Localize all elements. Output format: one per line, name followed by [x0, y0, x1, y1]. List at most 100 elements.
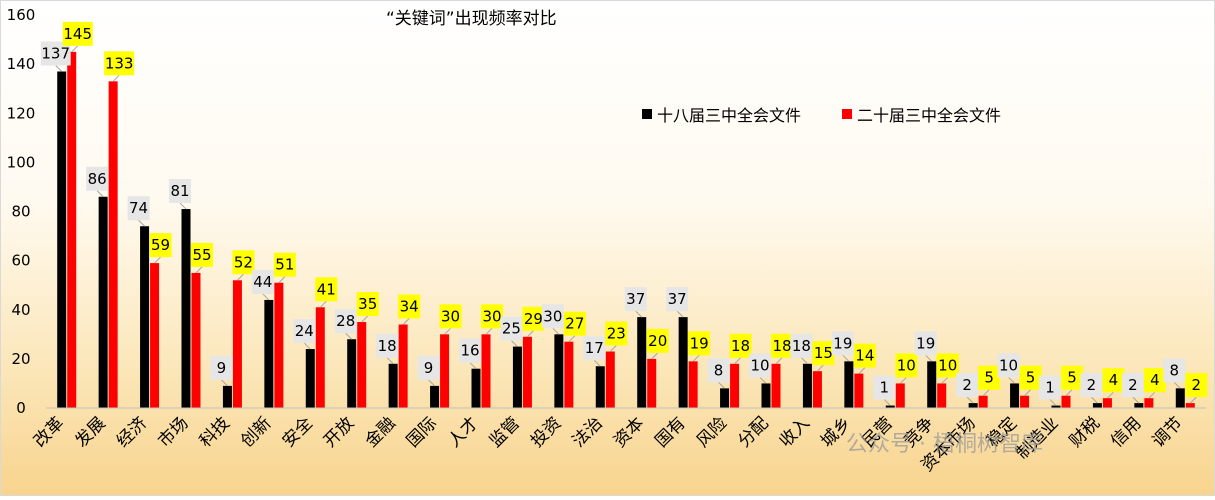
- data-label-series-1: 8: [1170, 361, 1180, 379]
- data-label-box: [273, 252, 296, 277]
- data-label-box: [232, 250, 255, 275]
- bar-series-2: [812, 371, 822, 408]
- bar-series-2: [1185, 403, 1195, 408]
- bar-series-1: [1134, 403, 1144, 408]
- bar-series-2: [895, 383, 905, 408]
- x-category-label: 监管: [486, 413, 524, 451]
- data-label-series-1: 18: [792, 337, 811, 355]
- data-label-series-2: 29: [524, 310, 543, 328]
- data-label-series-1: 86: [88, 170, 107, 188]
- y-tick-label: 0: [16, 399, 26, 417]
- data-label-leader: [221, 379, 228, 387]
- data-label-box: [1061, 365, 1083, 390]
- data-label-leader: [386, 357, 394, 365]
- data-label-leader: [676, 310, 684, 318]
- data-label-box: [956, 373, 979, 398]
- x-category-label: 财税: [1066, 413, 1104, 451]
- bar-series-2: [1020, 395, 1030, 408]
- data-label-box: [997, 353, 1020, 378]
- data-label-box: [439, 304, 462, 329]
- x-category-label: 法治: [569, 413, 607, 451]
- bar-series-2: [67, 51, 77, 408]
- data-label-leader: [1107, 391, 1114, 399]
- x-category-label: 风险: [693, 413, 731, 451]
- bar-series-2: [688, 361, 698, 408]
- data-label-leader: [568, 335, 576, 343]
- data-label-leader: [303, 342, 311, 350]
- legend-swatch-series-1: [642, 109, 652, 119]
- data-label-series-2: 10: [938, 356, 957, 374]
- data-label-leader: [817, 364, 824, 372]
- data-label-leader: [179, 202, 187, 210]
- data-label-leader: [1049, 399, 1057, 406]
- data-label-leader: [925, 354, 933, 362]
- bar-series-2: [564, 341, 574, 408]
- data-label-series-2: 35: [358, 295, 377, 313]
- y-tick-label: 140: [7, 55, 36, 73]
- data-label-leader: [1024, 389, 1031, 397]
- data-label-series-2: 145: [63, 25, 92, 43]
- bar-series-2: [978, 395, 988, 408]
- data-label-leader: [1173, 381, 1181, 389]
- data-label-series-2: 19: [690, 334, 709, 352]
- data-label-box: [62, 21, 93, 46]
- data-label-box: [1185, 373, 1208, 398]
- data-label-series-2: 41: [317, 280, 336, 298]
- data-label-box: [169, 179, 191, 204]
- data-label-series-2: 30: [482, 307, 501, 325]
- data-label-box: [541, 304, 564, 329]
- bar-series-2: [357, 322, 367, 408]
- data-label-series-1: 28: [336, 312, 355, 330]
- data-label-leader: [883, 399, 891, 406]
- data-label-box: [895, 353, 918, 378]
- legend: 十八届三中全会文件 二十届三中全会文件: [642, 106, 1001, 125]
- data-label-box: [481, 304, 503, 329]
- x-category-label: 资本: [610, 413, 648, 451]
- data-label-series-2: 14: [855, 347, 874, 365]
- bar-series-1: [927, 361, 937, 408]
- data-label-leader: [692, 354, 700, 362]
- bar-series-2: [150, 263, 160, 408]
- bar-series-1: [57, 71, 67, 409]
- data-label-box: [1121, 373, 1144, 398]
- bar-series-2: [274, 282, 284, 408]
- x-category-label: 投资: [527, 413, 565, 451]
- bar-series-1: [471, 368, 481, 408]
- chart-title: “关键词”出现频率对比: [386, 9, 557, 29]
- y-tick-label: 60: [11, 252, 30, 270]
- data-label-series-2: 4: [1109, 371, 1119, 389]
- data-label-leader: [651, 352, 659, 360]
- data-label-box: [500, 316, 523, 341]
- data-label-leader: [734, 357, 741, 365]
- data-label-box: [1080, 373, 1103, 398]
- bar-series-2: [937, 383, 947, 408]
- data-label-leader: [759, 377, 767, 384]
- bar-series-1: [222, 385, 232, 408]
- data-label-leader: [428, 379, 435, 387]
- data-label-series-1: 1: [1045, 379, 1055, 397]
- data-label-box: [191, 242, 213, 267]
- bar-series-1: [1175, 388, 1185, 408]
- y-tick-label: 20: [11, 350, 30, 368]
- data-label-leader: [527, 330, 534, 338]
- data-label-series-1: 10: [750, 356, 769, 374]
- bar-series-1: [305, 349, 315, 408]
- data-label-series-2: 18: [731, 337, 750, 355]
- data-label-leader: [1189, 396, 1197, 404]
- x-category-label: 分配: [734, 413, 772, 451]
- data-label-series-2: 23: [607, 325, 626, 343]
- data-label-leader: [1148, 391, 1156, 399]
- bar-series-2: [315, 307, 325, 408]
- data-label-series-1: 137: [41, 44, 70, 62]
- data-label-leader: [775, 357, 783, 365]
- data-label-box: [666, 287, 689, 312]
- data-label-series-2: 20: [648, 332, 667, 350]
- legend-swatch-series-2: [842, 109, 852, 119]
- data-label-box: [356, 292, 379, 317]
- data-label-series-1: 30: [543, 307, 562, 325]
- data-label-box: [790, 333, 813, 358]
- data-label-box: [729, 333, 752, 358]
- data-label-series-1: 10: [999, 356, 1018, 374]
- data-label-series-1: 18: [378, 337, 397, 355]
